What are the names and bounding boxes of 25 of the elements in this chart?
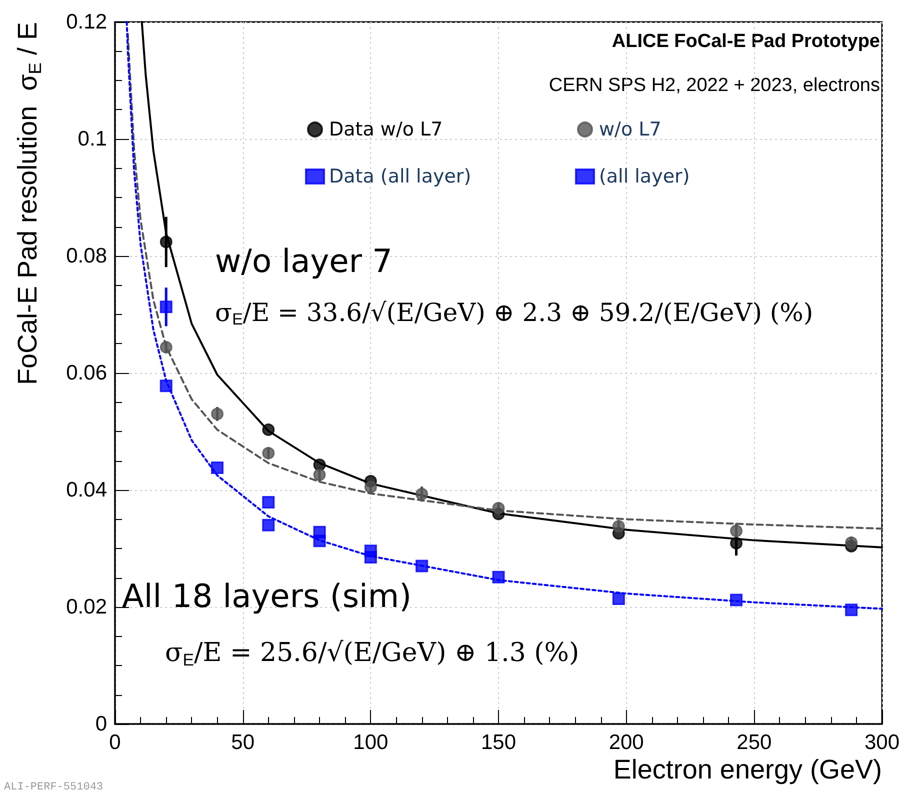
x-tick-label: 200 — [608, 731, 644, 754]
y-tick-label: 0.12 — [66, 10, 107, 34]
annotation: w/o layer 7 — [215, 242, 393, 280]
y-axis-title: FoCal-E Pad resolution σE / E — [12, 22, 45, 386]
y-tick-label: 0.04 — [66, 478, 108, 502]
chart-title: ALICE FoCal-E Pad Prototype — [612, 31, 880, 52]
legend-label: Data w/o L7 — [329, 118, 443, 140]
y-tick-label: 0.08 — [66, 244, 107, 268]
x-axis-title: Electron energy (GeV) — [613, 754, 882, 784]
text: ALI-PERF-551043 — [4, 782, 104, 794]
y-tick-label: 0.02 — [66, 596, 107, 618]
y-tick-label: 0.06 — [66, 362, 107, 384]
x-tick-label: 100 — [353, 731, 388, 754]
x-tick-label: 50 — [231, 731, 255, 754]
text: CERN SPS H2, 2022 + 2023, electrons — [548, 75, 880, 96]
legend-label: (all layer) — [599, 166, 690, 188]
y-tick-label: 0.1 — [78, 128, 107, 150]
x-tick-label: 0 — [109, 731, 121, 754]
x-tick-label: 250 — [736, 731, 772, 754]
annotation: All 18 layers (sim) — [122, 577, 412, 615]
x-tick-label: 300 — [864, 731, 900, 754]
y-tick-label: 0 — [95, 712, 107, 736]
x-tick-label: 150 — [480, 731, 516, 754]
legend-label: Data (all layer) — [329, 166, 472, 188]
legend-label: w/o L7 — [599, 118, 662, 140]
